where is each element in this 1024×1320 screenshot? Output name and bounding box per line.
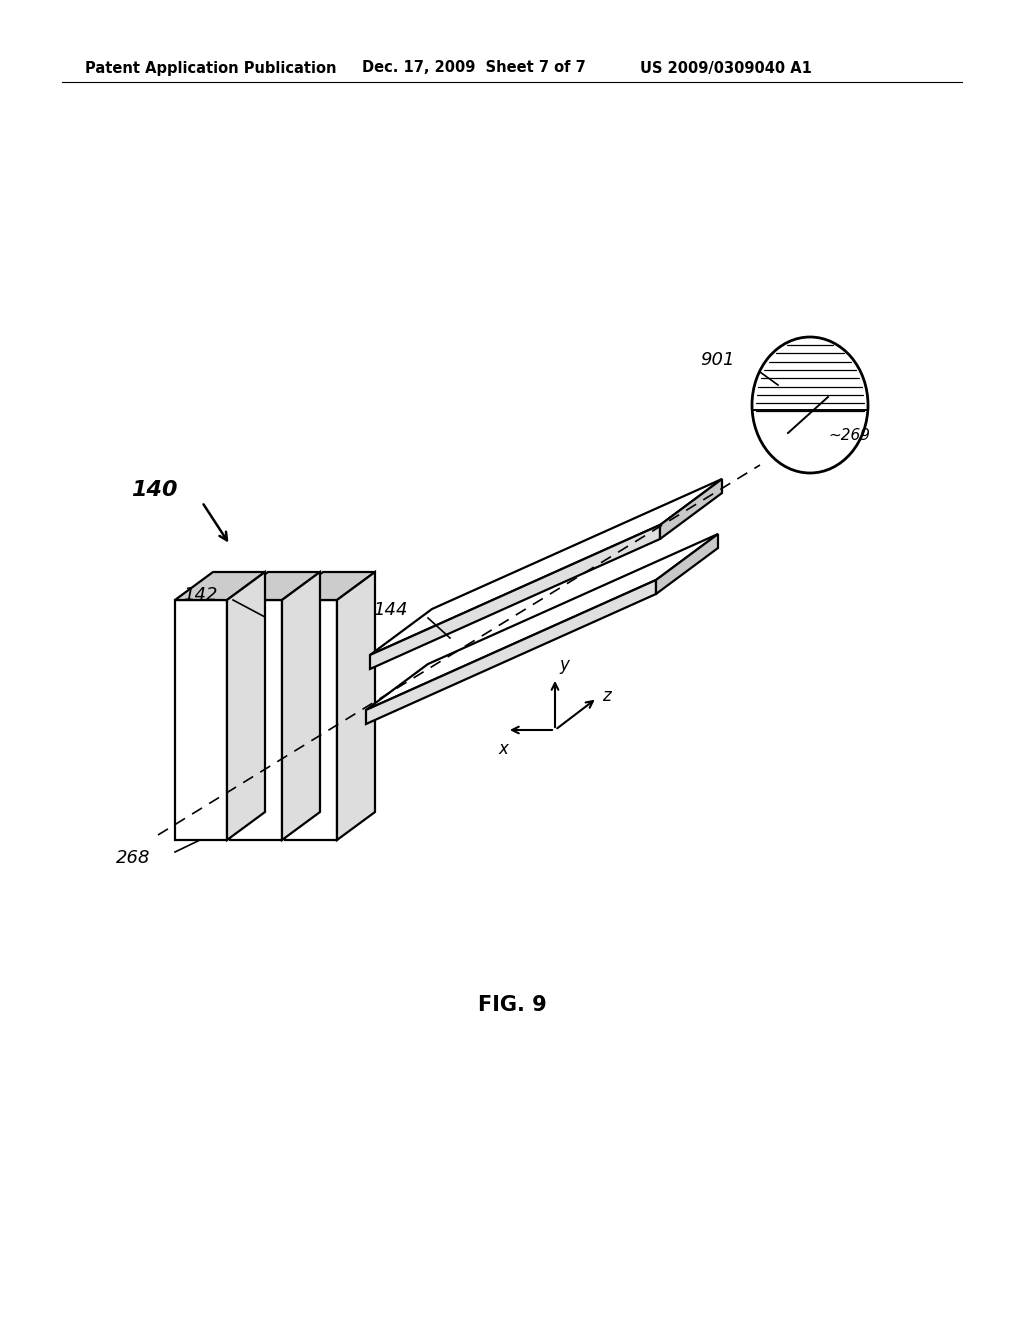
Polygon shape — [656, 535, 718, 594]
Polygon shape — [370, 525, 660, 669]
Polygon shape — [175, 601, 227, 840]
Text: 144: 144 — [374, 601, 408, 619]
Text: 142: 142 — [183, 586, 218, 605]
Text: z: z — [602, 686, 610, 705]
Text: x: x — [498, 741, 508, 758]
Polygon shape — [370, 479, 722, 655]
Text: y: y — [559, 656, 569, 675]
Text: US 2009/0309040 A1: US 2009/0309040 A1 — [640, 61, 812, 75]
Polygon shape — [285, 572, 375, 601]
Polygon shape — [230, 601, 282, 840]
Polygon shape — [285, 601, 337, 840]
Polygon shape — [366, 535, 718, 710]
Ellipse shape — [752, 337, 868, 473]
Text: Dec. 17, 2009  Sheet 7 of 7: Dec. 17, 2009 Sheet 7 of 7 — [362, 61, 586, 75]
Polygon shape — [230, 572, 319, 601]
Polygon shape — [227, 572, 265, 840]
Text: ~269: ~269 — [828, 428, 870, 442]
Text: 901: 901 — [700, 351, 735, 370]
Text: Patent Application Publication: Patent Application Publication — [85, 61, 337, 75]
Polygon shape — [660, 479, 722, 539]
Text: 268: 268 — [116, 849, 150, 867]
Polygon shape — [366, 579, 656, 723]
Polygon shape — [282, 572, 319, 840]
Text: 140: 140 — [131, 480, 178, 500]
Text: FIG. 9: FIG. 9 — [477, 995, 547, 1015]
Polygon shape — [175, 572, 265, 601]
Polygon shape — [337, 572, 375, 840]
